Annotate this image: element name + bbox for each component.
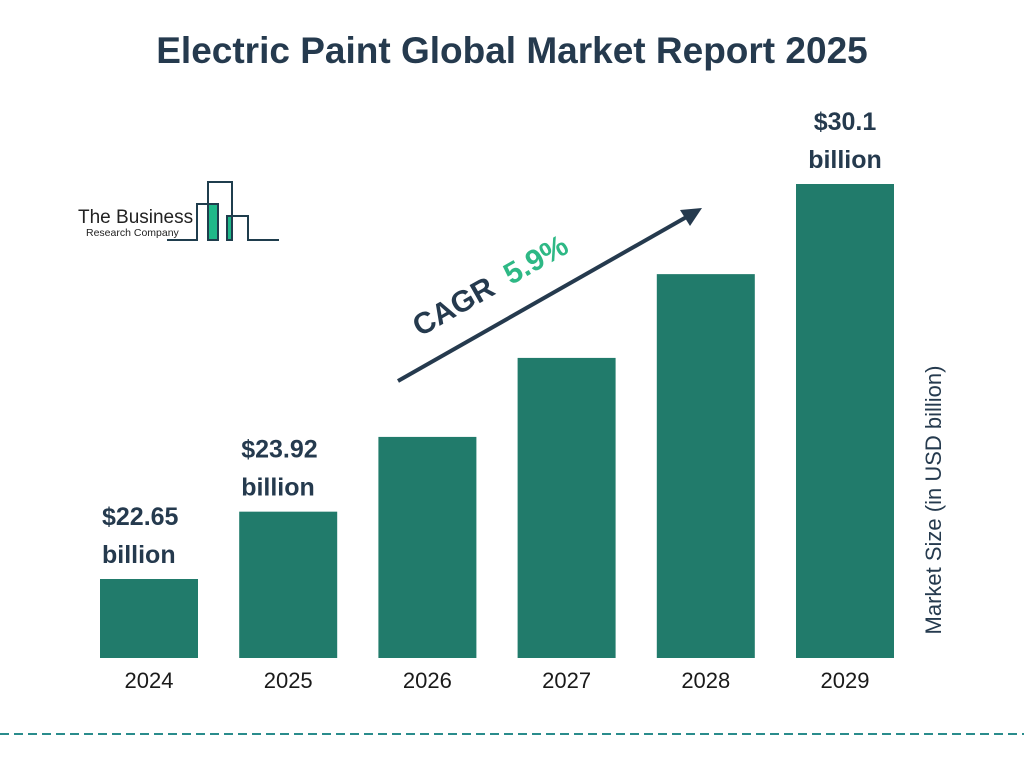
x-tick-label: 2029 (821, 668, 870, 693)
company-logo: The Business Research Company (78, 181, 279, 241)
data-label-unit: billion (102, 541, 176, 569)
cagr-annotation: CAGR 5.9% (397, 208, 702, 383)
data-label-value: $22.65 (102, 503, 179, 531)
y-axis-label: Market Size (in USD billion) (921, 366, 946, 635)
bar-2029 (796, 184, 894, 658)
chart-title: Electric Paint Global Market Report 2025 (156, 30, 868, 71)
logo-text-line2: Research Company (86, 227, 180, 239)
data-label-value: $30.1 (814, 108, 877, 136)
bar-2025 (239, 511, 338, 658)
data-label-unit: billion (808, 146, 882, 174)
cagr-value: 5.9% (498, 229, 574, 291)
data-label-unit: billion (241, 474, 315, 502)
x-tick-label: 2028 (681, 668, 730, 693)
bar-2028 (656, 274, 755, 658)
x-tick-label: 2026 (403, 668, 452, 693)
bar-2027 (517, 357, 616, 658)
x-tick-label: 2024 (125, 668, 174, 693)
bar-2026 (378, 436, 477, 658)
svg-text:CAGR 5.9%: CAGR 5.9% (407, 229, 574, 343)
x-tick-label: 2025 (264, 668, 313, 693)
logo-text-line1: The Business (78, 207, 193, 228)
x-tick-label: 2027 (542, 668, 591, 693)
data-label-value: $23.92 (241, 436, 317, 464)
bar-2024 (100, 579, 198, 658)
